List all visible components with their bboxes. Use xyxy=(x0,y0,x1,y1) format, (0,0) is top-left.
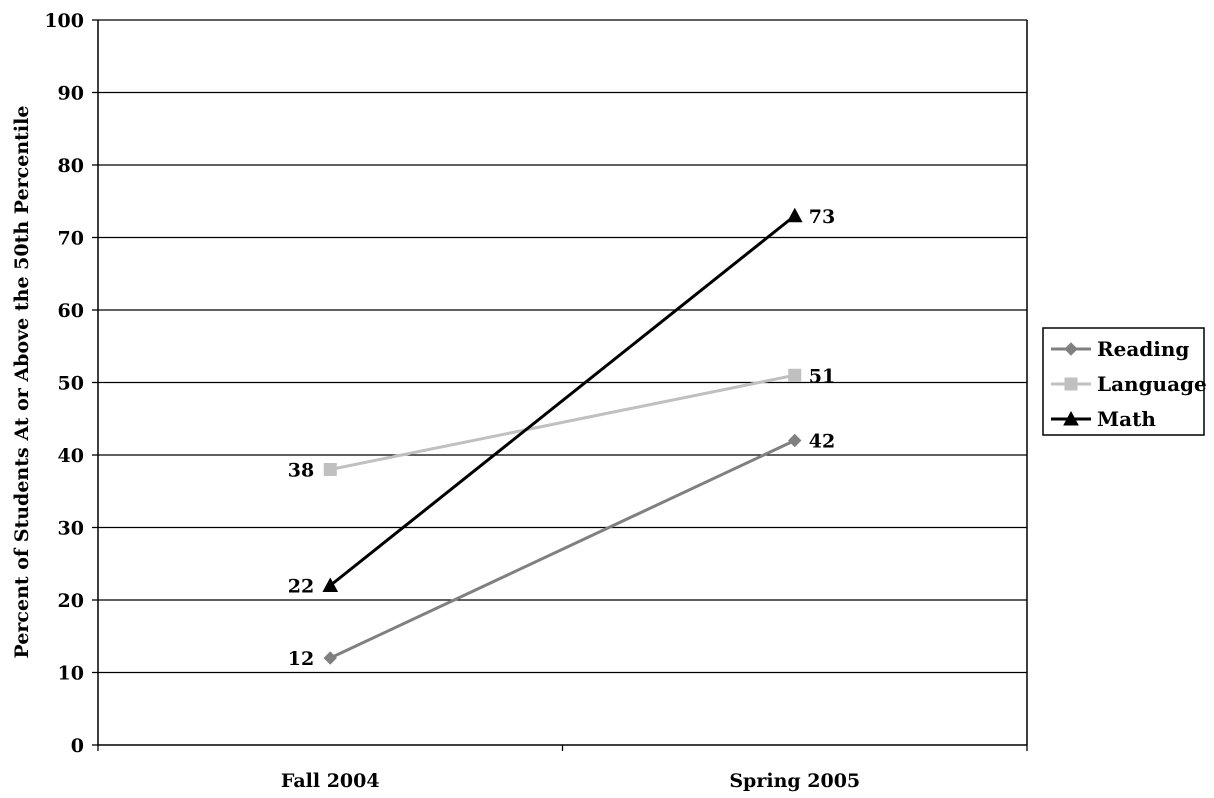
data-point-language xyxy=(788,368,802,382)
x-tick-label: Fall 2004 xyxy=(281,770,380,792)
y-tick-label: 10 xyxy=(58,663,84,685)
y-tick-label: 0 xyxy=(71,735,84,757)
series-line-reading xyxy=(329,439,796,660)
data-point-math xyxy=(786,207,803,223)
data-point-language xyxy=(323,463,337,476)
legend: Reading Language Math xyxy=(1042,327,1207,436)
y-axis-title: Percent of Students At or Above the 50th… xyxy=(11,106,33,659)
data-point-reading xyxy=(788,433,802,448)
y-tick-label: 100 xyxy=(44,10,84,32)
data-label-language: 51 xyxy=(809,365,835,387)
y-tick-labels: 0 10 20 30 40 50 60 70 80 90 100 xyxy=(44,10,84,757)
data-labels: 12 42 38 51 22 73 xyxy=(288,206,835,670)
legend-label-reading: Reading xyxy=(1097,337,1189,361)
data-label-language: 38 xyxy=(288,460,314,482)
x-tick-labels: Fall 2004 Spring 2005 xyxy=(281,770,860,792)
data-point-reading xyxy=(323,651,337,665)
y-tick-label: 60 xyxy=(58,300,84,322)
y-tick-label: 90 xyxy=(58,83,84,105)
y-tick-label: 50 xyxy=(58,373,84,395)
legend-label-math: Math xyxy=(1097,407,1156,431)
series-group xyxy=(322,207,803,665)
data-label-math: 22 xyxy=(288,576,314,598)
data-label-reading: 12 xyxy=(288,648,314,670)
y-tick-label: 30 xyxy=(58,518,84,540)
legend-marker-reading xyxy=(1064,342,1078,356)
legend-marker-language xyxy=(1064,377,1078,391)
data-label-math: 73 xyxy=(809,206,835,228)
data-label-reading: 42 xyxy=(809,431,835,453)
y-tick-label: 20 xyxy=(58,590,84,612)
y-tick-label: 40 xyxy=(58,445,84,467)
data-point-math xyxy=(322,577,339,592)
x-tick-label: Spring 2005 xyxy=(729,770,860,792)
y-tick-label: 80 xyxy=(58,155,84,177)
gridlines xyxy=(92,19,1028,751)
axes xyxy=(97,20,1028,746)
series-line-language xyxy=(329,373,796,471)
y-tick-label: 70 xyxy=(58,228,84,250)
legend-marker-math xyxy=(1063,410,1079,426)
legend-label-language: Language xyxy=(1097,372,1207,396)
series-line-math xyxy=(329,214,796,587)
